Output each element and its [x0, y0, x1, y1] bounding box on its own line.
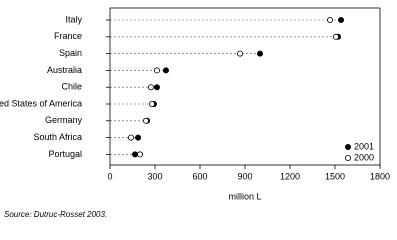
legend-marker — [344, 143, 351, 150]
legend-label: 2001 — [354, 141, 374, 151]
x-tick-label: 0 — [107, 171, 112, 181]
dot — [162, 67, 169, 74]
dot — [333, 33, 340, 40]
legend-marker — [344, 154, 351, 161]
dot — [132, 151, 139, 158]
x-tick-label: 1800 — [370, 171, 390, 181]
x-tick-label: 1500 — [325, 171, 345, 181]
y-tick-label: South Africa — [33, 132, 82, 142]
dot — [147, 84, 154, 91]
dot — [256, 50, 263, 57]
y-tick-label: Italy — [65, 14, 82, 24]
dot — [135, 134, 142, 141]
legend-label: 2000 — [354, 152, 374, 162]
dot — [327, 16, 334, 23]
x-tick-label: 600 — [192, 171, 207, 181]
x-tick-label: 900 — [237, 171, 252, 181]
dot — [237, 50, 244, 57]
y-tick-label: Spain — [59, 48, 82, 58]
dot — [136, 151, 143, 158]
dot — [153, 84, 160, 91]
dot — [153, 67, 160, 74]
y-tick-label: Portugal — [48, 149, 82, 159]
y-tick-label: Australia — [47, 65, 82, 75]
y-tick-label: France — [54, 31, 82, 41]
chart: million L Source: Dutruc-Rosset 2003. 0 3… — [0, 7, 390, 219]
source-note: Source: Dutruc-Rosset 2003. — [4, 210, 107, 219]
dot — [337, 16, 344, 23]
y-tick-label: United States of America — [0, 98, 82, 108]
y-tick-label: Chile — [61, 82, 82, 92]
dot — [148, 101, 155, 108]
y-tick-label: Germany — [45, 115, 83, 125]
dot — [127, 134, 134, 141]
x-tick-label: 1200 — [280, 171, 300, 181]
x-axis-label: million L — [228, 191, 261, 201]
x-tick-label: 300 — [147, 171, 162, 181]
dot — [142, 117, 149, 124]
